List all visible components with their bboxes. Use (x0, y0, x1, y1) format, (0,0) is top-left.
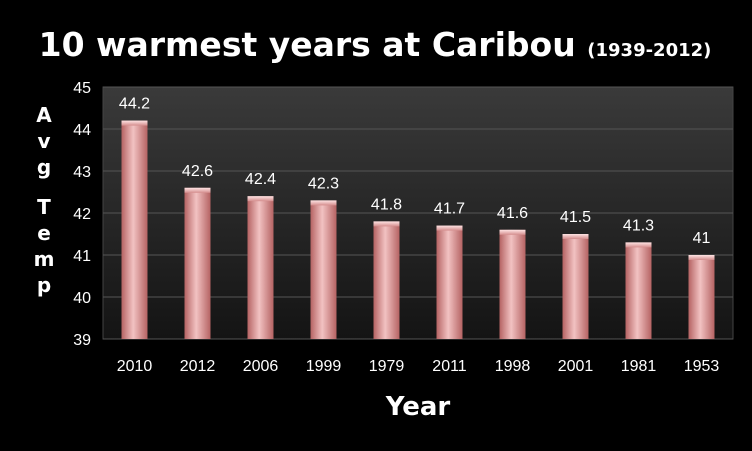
data-label: 41.7 (434, 201, 465, 218)
y-tick-label: 42 (73, 206, 91, 223)
bar (562, 234, 589, 339)
y-axis-label-letter: A (36, 103, 52, 127)
x-tick-label: 1999 (306, 358, 342, 375)
y-tick-label: 40 (73, 290, 91, 307)
y-tick-label: 41 (73, 248, 91, 265)
data-label: 41.8 (371, 196, 402, 213)
data-label: 42.4 (245, 171, 276, 188)
y-axis-label-letter: m (34, 247, 55, 271)
chart-subtitle: (1939-2012) (587, 40, 711, 61)
x-tick-label: 2011 (432, 358, 467, 375)
chart-title: 10 warmest years at Caribou (1939-2012) (39, 25, 712, 64)
chart-title-main: 10 warmest years at Caribou (39, 25, 576, 64)
y-axis-label-letter: e (37, 221, 51, 245)
x-tick-label: 1998 (495, 358, 531, 375)
bar-cap (184, 187, 211, 193)
y-axis-label-letter: T (37, 195, 51, 219)
bar (373, 221, 400, 339)
x-axis-label: Year (385, 392, 451, 422)
data-label: 41 (693, 230, 711, 247)
bar (184, 187, 211, 339)
data-label: 44.2 (119, 96, 150, 113)
bar (247, 196, 274, 339)
x-tick-label: 2012 (180, 358, 216, 375)
y-axis-label-letter: v (37, 129, 50, 153)
bar (499, 229, 526, 339)
bars (121, 120, 715, 339)
bar-cap (373, 221, 400, 227)
bar-cap (436, 225, 463, 231)
x-tick-label: 1981 (621, 358, 657, 375)
bar-cap (562, 234, 589, 239)
bar-cap (247, 196, 274, 202)
y-axis-ticks: 39 40 41 42 43 44 45 (73, 80, 91, 349)
y-tick-label: 39 (73, 332, 91, 349)
data-labels: 44.2 42.6 42.4 42.3 41.8 41.7 41.6 41.5 41.3 41 (119, 96, 711, 247)
bar (310, 200, 337, 339)
bar-cap (121, 120, 148, 126)
bar-cap (310, 200, 337, 206)
data-label: 41.5 (560, 209, 591, 226)
x-tick-label: 1953 (684, 358, 720, 375)
bar-cap (625, 242, 652, 248)
y-axis-label-letter: p (37, 273, 51, 297)
data-label: 41.6 (497, 205, 528, 222)
data-label: 42.6 (182, 163, 213, 180)
bar-cap (499, 229, 526, 235)
x-tick-label: 2006 (243, 358, 279, 375)
bar (625, 242, 652, 339)
bar (121, 120, 148, 339)
x-tick-label: 2010 (117, 358, 153, 375)
data-label: 42.3 (308, 175, 339, 192)
y-tick-label: 44 (73, 122, 91, 139)
x-tick-label: 2001 (558, 358, 594, 375)
y-tick-label: 45 (73, 80, 91, 97)
bar (688, 255, 715, 339)
y-tick-label: 43 (73, 164, 91, 181)
x-axis-ticks: 2010 2012 2006 1999 1979 2011 1998 2001 1981 1953 (117, 358, 720, 375)
bar (436, 225, 463, 339)
data-label: 41.3 (623, 217, 654, 234)
bar-cap (688, 255, 715, 260)
y-axis-label-letter: g (37, 155, 51, 179)
x-tick-label: 1979 (369, 358, 405, 375)
